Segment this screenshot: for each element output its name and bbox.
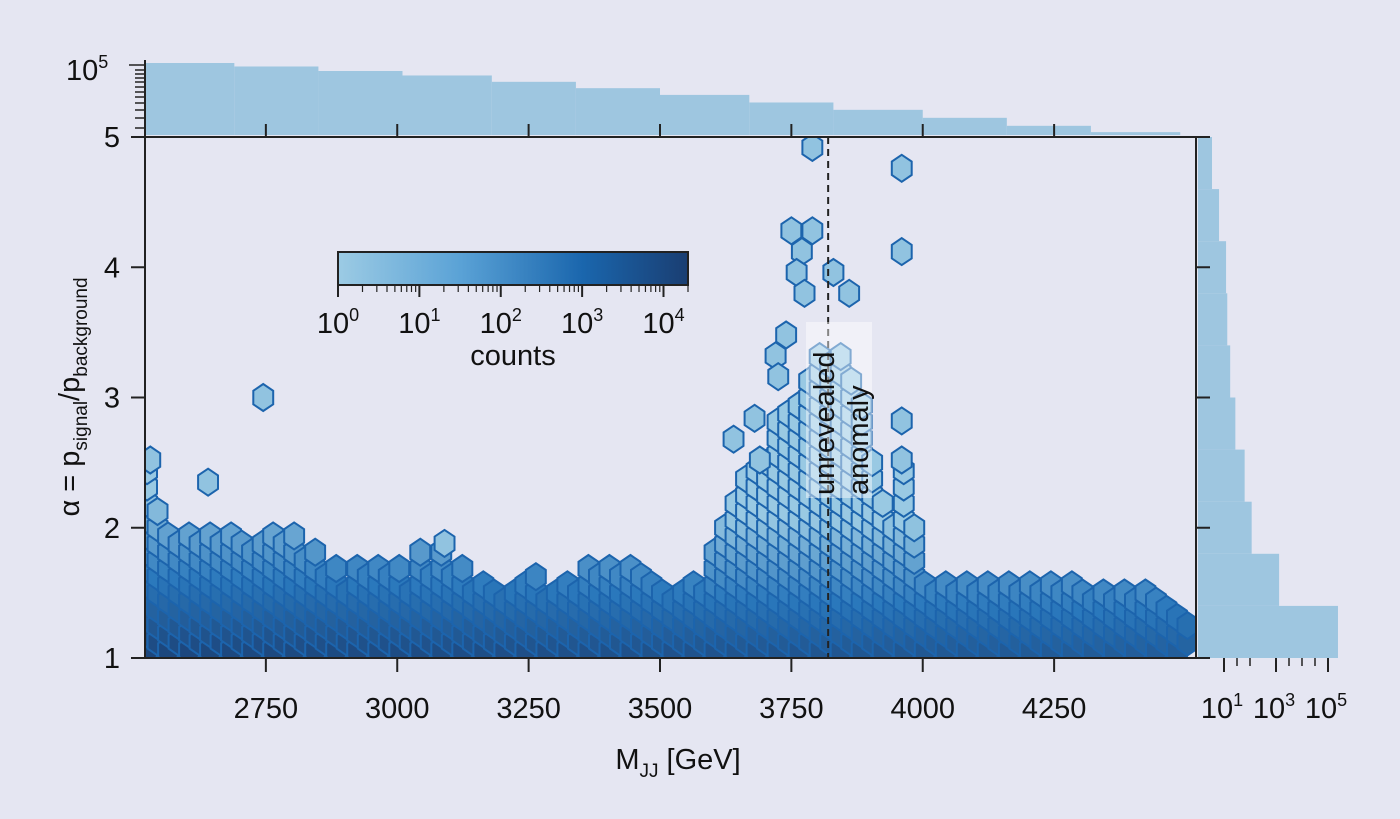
side-hist-bar <box>1198 189 1220 242</box>
y-axis-ticks: 1 2 3 4 5 <box>104 122 1210 675</box>
side-hist-bar <box>1198 397 1236 450</box>
side-hist-bar <box>1198 605 1338 658</box>
top-hist-bar <box>922 117 1007 135</box>
colorbar-tick-label: 100 <box>317 305 359 340</box>
anomaly-annotation: unrevealed anomaly <box>806 322 875 498</box>
x-tick-label: 3000 <box>365 693 430 725</box>
side-marginal-histogram <box>1198 137 1338 658</box>
hexbin-cell <box>283 521 306 551</box>
side-hist-bar <box>1198 137 1213 190</box>
hexbin-cell <box>775 320 798 350</box>
top-hist-bar <box>234 66 319 135</box>
hexbin-cell <box>793 278 816 309</box>
hexbin-cell <box>850 390 873 421</box>
hexbin-cells <box>145 137 1196 658</box>
hexbin-cell <box>871 488 894 519</box>
x-tick-label: 4000 <box>890 693 955 725</box>
hexbin-cell <box>722 424 745 454</box>
hexbin-cell <box>388 553 411 584</box>
y-tick-label: 3 <box>104 383 120 415</box>
side-hist-bar <box>1198 345 1231 398</box>
x-tick-label: 4250 <box>1022 693 1087 725</box>
top-hist-bar <box>145 63 235 135</box>
y-tick-label: 2 <box>104 513 120 545</box>
colorbar-tick-label: 104 <box>642 305 684 340</box>
hexbin-cell <box>451 553 474 584</box>
hexbin-cell <box>890 153 913 184</box>
side-hist-tick-label: 103 <box>1253 690 1295 725</box>
hexbin-cell <box>767 361 790 392</box>
hexbin-cell <box>1176 610 1196 641</box>
hexbin-cell <box>304 537 327 567</box>
top-hist-bar <box>1090 132 1181 135</box>
y-tick-label: 5 <box>104 122 120 154</box>
hexbin-cell <box>890 445 913 475</box>
hexbin-cell <box>743 403 766 434</box>
colorbar-label: counts <box>470 340 555 372</box>
hexbin-cell <box>433 528 456 559</box>
x-tick-label: 2750 <box>234 693 299 725</box>
hexbin-cell <box>325 553 348 584</box>
colorbar-tick-label: 102 <box>480 305 522 340</box>
side-hist-axis: 101 103 105 <box>1201 658 1347 725</box>
side-hist-bar <box>1198 449 1245 502</box>
hexbin-cell <box>748 445 771 475</box>
annotation-line-2: anomaly <box>843 385 875 495</box>
side-hist-bar <box>1198 293 1228 346</box>
hexbin-cell <box>903 513 926 543</box>
hexbin-cell <box>822 257 845 288</box>
y-axis-label: α = psignal/pbackground <box>54 277 92 516</box>
colorbar: 100 101 102 103 104 counts <box>317 251 689 372</box>
colorbar-tick-label: 101 <box>398 305 440 340</box>
top-hist-bar <box>659 94 750 135</box>
hexbin-cell <box>409 537 432 567</box>
x-axis-label: MJJ [GeV] <box>615 744 740 782</box>
y-tick-label: 4 <box>104 252 120 284</box>
top-hist-bar <box>833 109 923 135</box>
x-tick-label: 3500 <box>628 693 693 725</box>
hexbin-cell <box>197 467 219 497</box>
hexbin-cell <box>146 496 169 527</box>
top-hist-bar <box>491 81 576 135</box>
x-axis-ticks: 2750 3000 3250 3500 3750 4000 4250 <box>234 124 1087 725</box>
top-hist-bar <box>575 88 660 135</box>
hexbin-cell <box>890 236 913 267</box>
hexbin-cell <box>801 137 824 163</box>
top-hist-axis: 105 <box>66 52 146 137</box>
colorbar-gradient <box>337 251 689 286</box>
hexbin-cell <box>829 341 852 372</box>
side-hist-bar <box>1198 553 1280 606</box>
top-marginal-histogram <box>145 63 1181 135</box>
top-hist-bar <box>318 70 403 135</box>
x-tick-label: 3750 <box>759 693 824 725</box>
annotation-line-1: unrevealed <box>809 352 841 496</box>
colorbar-tick-label: 103 <box>561 305 603 340</box>
top-hist-bar <box>402 75 492 135</box>
hexbin-cell <box>145 445 162 475</box>
hexbin-cell <box>252 382 275 413</box>
hexbin-cell <box>838 278 861 309</box>
hexbin-cell <box>861 447 884 478</box>
y-tick-label: 1 <box>104 643 120 675</box>
hexbin-cell <box>890 406 913 436</box>
top-hist-bar <box>1006 125 1091 135</box>
hexbin-cell <box>524 561 547 592</box>
hexbin-cell <box>840 366 863 396</box>
side-hist-tick-label: 105 <box>1305 690 1347 725</box>
side-hist-tick-label: 101 <box>1201 690 1243 725</box>
x-tick-label: 3250 <box>496 693 561 725</box>
top-hist-tick-label: 105 <box>66 52 108 87</box>
